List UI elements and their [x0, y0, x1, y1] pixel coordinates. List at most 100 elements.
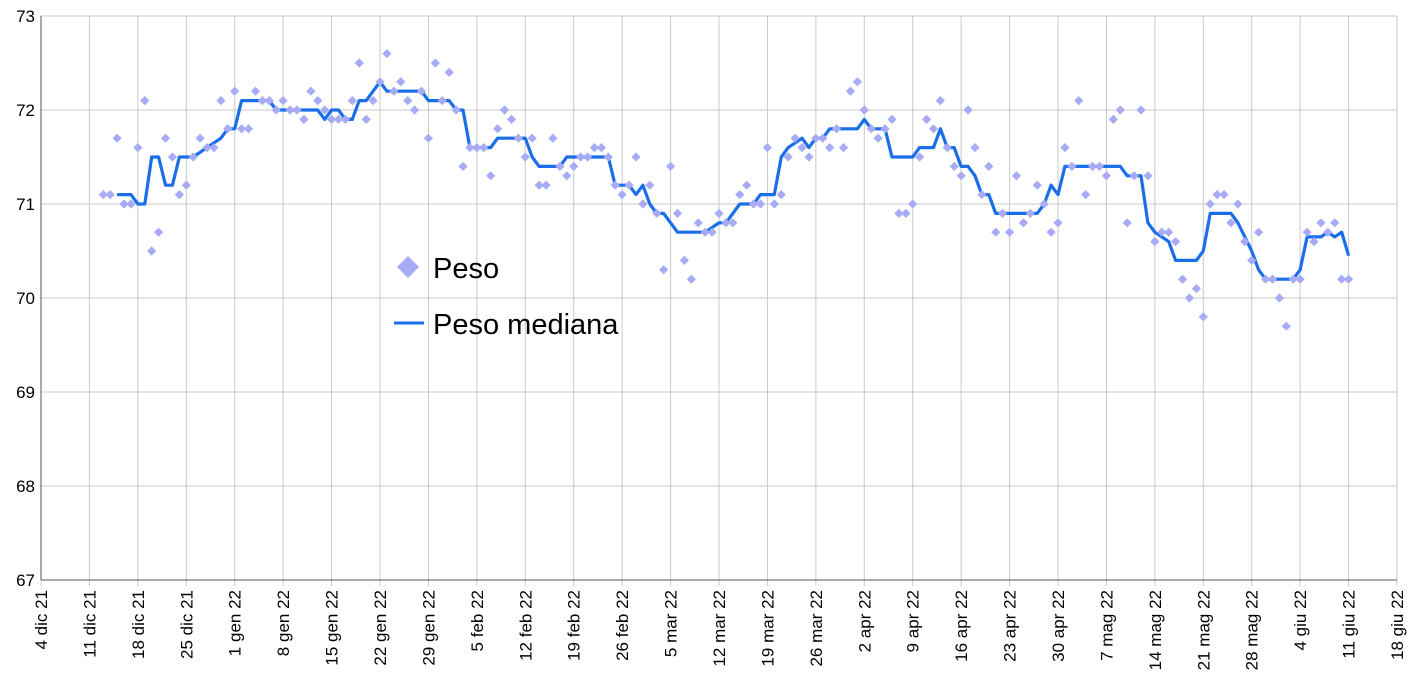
data-point-peso [915, 152, 925, 162]
data-point-peso [852, 77, 862, 87]
data-point-peso [562, 171, 572, 181]
data-point-peso [486, 171, 496, 181]
x-tick-label: 4 dic 21 [32, 590, 51, 650]
data-point-peso [154, 227, 164, 237]
data-point-peso [887, 114, 897, 124]
data-point-peso [209, 143, 219, 153]
x-tick-label: 8 gen 22 [274, 590, 293, 656]
x-tick-labels: 4 dic 21 11 dic 21 18 dic 21 25 dic 21 1 gen… [32, 590, 1407, 670]
data-point-peso [1115, 105, 1125, 115]
data-point-peso [769, 199, 779, 209]
data-point-peso [1018, 218, 1029, 228]
data-point-peso [894, 208, 904, 218]
data-point-peso [728, 218, 738, 228]
data-point-peso [1205, 199, 1215, 209]
data-point-peso [921, 114, 932, 124]
data-point-peso [631, 152, 641, 162]
data-point-peso [1067, 161, 1077, 171]
data-point-peso [506, 114, 517, 124]
data-point-peso [1254, 227, 1264, 237]
data-point-peso [984, 161, 994, 171]
data-point-peso [493, 124, 503, 134]
data-point-peso [1274, 293, 1284, 303]
data-point-peso [140, 96, 150, 106]
data-point-peso [1011, 171, 1022, 181]
x-tick-label: 25 dic 21 [177, 590, 196, 659]
data-point-peso [1136, 105, 1146, 115]
data-point-peso [1184, 293, 1195, 303]
data-point-peso [1323, 227, 1333, 237]
data-point-peso [776, 190, 786, 200]
data-point-peso [970, 143, 980, 153]
legend: Peso Peso mediana [394, 253, 619, 341]
y-tick-label: 73 [16, 7, 35, 26]
data-point-peso [956, 171, 966, 181]
data-point-peso [866, 124, 876, 134]
data-point-peso [1330, 218, 1340, 228]
data-point-peso [320, 105, 330, 115]
data-point-peso [1025, 208, 1035, 218]
x-tick-label: 12 mar 22 [710, 590, 729, 667]
data-point-peso [278, 96, 288, 106]
data-point-peso [368, 96, 378, 106]
x-tick-label: 4 giu 22 [1291, 590, 1310, 651]
x-tick-label: 1 gen 22 [226, 590, 245, 656]
data-point-peso [1094, 161, 1105, 171]
data-point-peso [105, 190, 115, 200]
data-point-peso [465, 143, 475, 153]
data-point-peso [610, 180, 620, 190]
y-tick-labels: 67 68 69 70 71 72 73 [16, 7, 35, 590]
data-point-peso [1032, 180, 1042, 190]
data-point-peso [555, 161, 565, 171]
data-point-peso [707, 227, 717, 237]
data-point-peso [1198, 312, 1208, 322]
data-point-peso [859, 105, 869, 115]
data-point-peso [838, 143, 849, 153]
data-point-peso [576, 152, 586, 162]
data-point-peso [216, 96, 226, 106]
data-point-peso [409, 105, 420, 115]
x-tick-label: 15 gen 22 [323, 590, 342, 666]
data-point-peso [1226, 218, 1236, 228]
x-tick-label: 16 apr 22 [952, 590, 971, 662]
series-peso-mediana [117, 80, 1351, 281]
data-point-peso [783, 152, 793, 162]
data-point-peso [534, 180, 544, 190]
data-point-peso [167, 152, 178, 162]
y-tick-label: 67 [16, 571, 35, 590]
x-tick-label: 18 giu 22 [1388, 590, 1407, 660]
data-point-peso [451, 105, 461, 115]
data-point-peso [396, 77, 406, 87]
data-point-peso [126, 199, 136, 209]
data-point-peso [499, 105, 510, 115]
data-point-peso [880, 124, 890, 134]
data-point-peso [375, 77, 385, 87]
x-tick-label: 19 feb 22 [565, 590, 584, 661]
y-tick-label: 69 [16, 383, 35, 402]
series-line-peso-mediana [117, 80, 1351, 281]
data-point-peso [1074, 96, 1084, 106]
x-tick-label: 18 dic 21 [129, 590, 148, 659]
data-point-peso [472, 143, 482, 153]
data-point-peso [188, 152, 198, 162]
data-point-peso [237, 124, 247, 134]
data-point-peso [306, 86, 316, 96]
data-point-peso [589, 143, 600, 153]
y-tick-label: 71 [16, 195, 35, 214]
data-point-peso [119, 199, 129, 209]
data-point-peso [596, 143, 606, 153]
x-tick-label: 23 apr 22 [1001, 590, 1020, 662]
data-point-peso [1108, 114, 1118, 124]
data-point-peso [444, 67, 454, 77]
data-point-peso [437, 96, 447, 106]
data-point-peso [174, 190, 184, 200]
x-tick-label: 29 gen 22 [419, 590, 438, 666]
data-point-peso [963, 105, 973, 115]
data-point-peso [582, 152, 593, 162]
data-point-peso [133, 143, 143, 153]
data-point-peso [98, 190, 108, 200]
data-point-peso [458, 161, 468, 171]
data-point-peso [416, 86, 427, 96]
x-tick-label: 5 mar 22 [662, 590, 681, 657]
